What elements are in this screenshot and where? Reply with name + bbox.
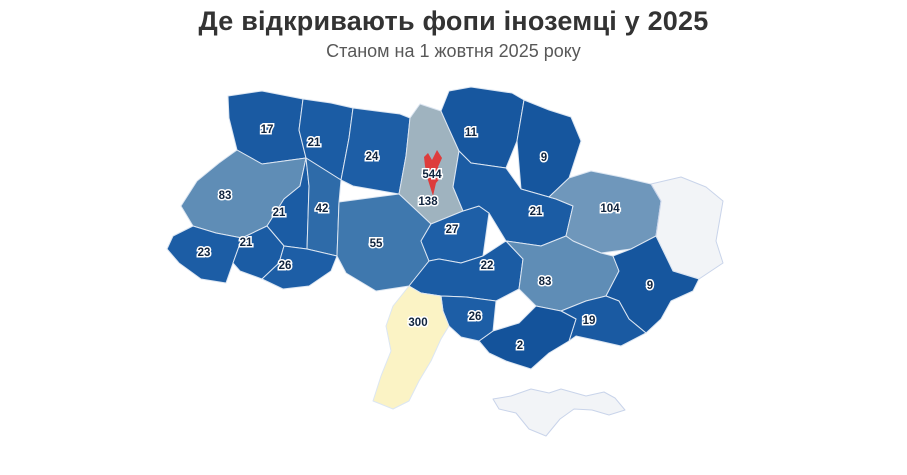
region-luhansk[interactable] — [650, 176, 724, 280]
region-chernivtsi[interactable] — [261, 245, 338, 290]
region-kherson[interactable] — [478, 305, 577, 370]
region-zhytomyr[interactable] — [340, 107, 411, 195]
region-mykolaiv[interactable] — [440, 295, 497, 342]
region-crimea[interactable] — [492, 388, 626, 437]
region-kyiv-city[interactable] — [424, 150, 442, 196]
region-zakarpattia[interactable] — [166, 225, 243, 284]
region-odesa[interactable] — [372, 285, 450, 410]
